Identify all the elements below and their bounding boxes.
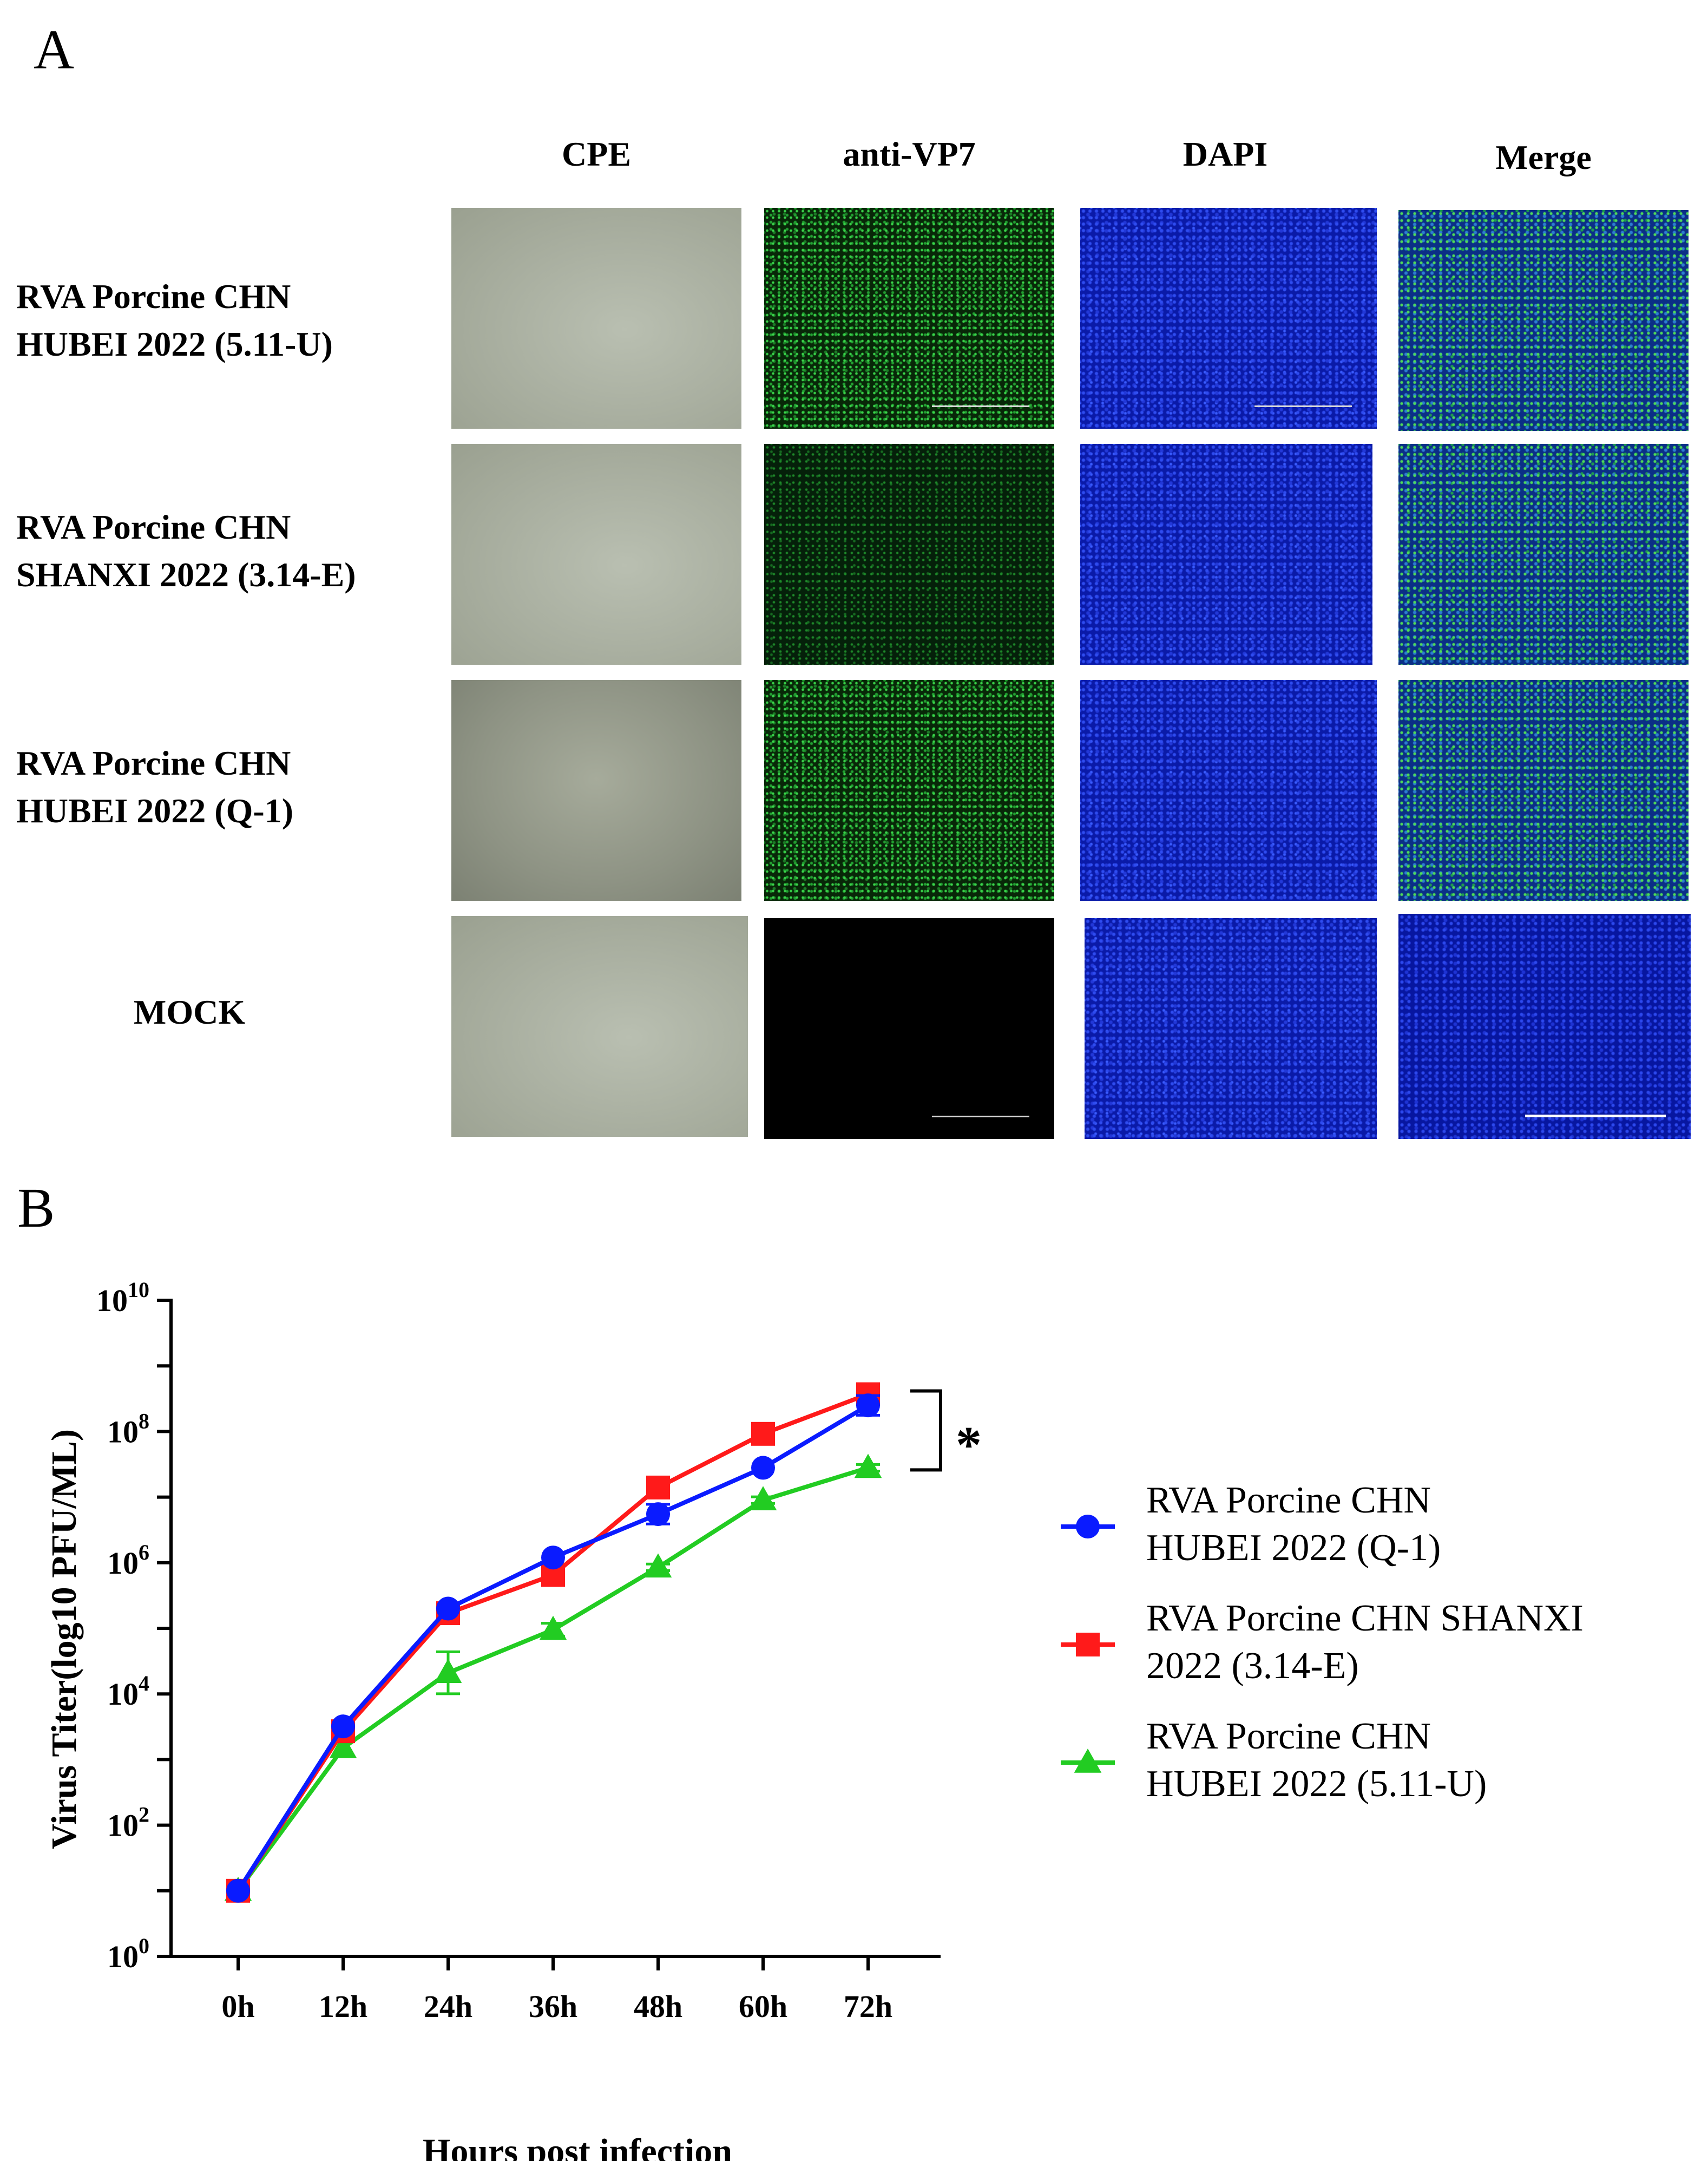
data-point [751,1422,775,1446]
x-axis: 0h 12h 24h 36h 48h 60h 72h Hours post infectio… [169,1955,941,2161]
x-tick-label: 24h [424,1989,472,2024]
data-point [749,1486,777,1510]
column-header-anti-vp7: anti-VP7 [843,135,976,173]
legend-label: HUBEI 2022 (Q-1) [1146,1527,1441,1569]
image-cpe-5-11-u [451,208,741,429]
image-dapi-mock [1085,918,1377,1139]
significance-bracket: * [910,1389,982,1474]
row-label-3-14-e: RVA Porcine CHN SHANXI 2022 (3.14-E) [16,503,438,599]
row-label-line: RVA Porcine CHN [16,508,291,546]
y-tick-label: 106 [107,1540,149,1581]
significance-bracket-line [910,1389,942,1472]
x-tick-label: 0h [221,1989,254,2024]
row-label-line: HUBEI 2022 (Q-1) [16,791,293,830]
legend-label: 2022 (3.14-E) [1146,1645,1359,1687]
row-label-mock: MOCK [16,988,363,1036]
data-point [329,1734,357,1758]
series-line [236,1403,870,1892]
data-point [226,1878,250,1903]
series-line [236,1465,869,1892]
panel-b-label: B [17,1177,55,1239]
column-header-merge: Merge [1495,138,1592,176]
legend-item: RVA Porcine CHN SHANXI 2022 (3.14-E) [1061,1597,1584,1687]
y-axis: 100 102 104 106 108 1010 Virus Titer(log10 PF… [44,1278,173,1974]
row-label-q-1: RVA Porcine CHN HUBEI 2022 (Q-1) [16,739,438,835]
y-tick-label: 1010 [96,1278,149,1318]
growth-curve-chart: 100 102 104 106 108 1010 Virus Titer(log10 PF… [44,1278,1584,2161]
image-anti-vp7-mock [764,918,1054,1139]
data-point [434,1659,462,1683]
image-dapi-3-14-e [1080,444,1372,665]
column-header-cpe: CPE [562,135,631,173]
legend-marker [1076,1515,1100,1538]
series-circle [226,1393,880,1903]
image-anti-vp7-3-14-e [764,444,1054,665]
scale-bar [932,405,1029,407]
row-label-line: MOCK [133,993,246,1031]
legend-item: RVA Porcine CHN HUBEI 2022 (5.11-U) [1061,1715,1487,1805]
x-tick-label: 48h [634,1989,682,2024]
y-tick-label: 104 [107,1671,149,1712]
image-merge-q-1 [1398,680,1689,901]
data-point [331,1714,355,1739]
legend-marker [1074,1749,1102,1773]
data-point [646,1502,670,1527]
y-tick-label: 100 [107,1934,149,1974]
significance-star: * [956,1416,982,1474]
image-cpe-mock [451,916,748,1137]
image-cpe-q-1 [451,680,741,901]
scale-bar [1525,1115,1666,1117]
row-label-line: HUBEI 2022 (5.11-U) [16,325,333,363]
y-axis-title: Virus Titer(log10 PFU/ML) [44,1429,84,1849]
data-point [541,1546,565,1570]
row-label-line: RVA Porcine CHN [16,277,291,316]
legend-label: RVA Porcine CHN SHANXI [1146,1597,1584,1639]
data-point [644,1553,672,1578]
legend-label: RVA Porcine CHN [1146,1479,1431,1521]
row-label-line: SHANXI 2022 (3.14-E) [16,555,356,594]
legend-label: RVA Porcine CHN [1146,1715,1431,1757]
legend-marker [1076,1633,1100,1656]
row-label-5-11-u: RVA Porcine CHN HUBEI 2022 (5.11-U) [16,273,438,368]
image-merge-3-14-e [1398,444,1689,665]
x-tick-label: 72h [844,1989,892,2024]
data-point [856,1393,880,1418]
data-point [436,1596,460,1621]
row-label-line: RVA Porcine CHN [16,744,291,782]
series-triangle [224,1453,882,1901]
x-tick-label: 60h [739,1989,787,2024]
x-ticks: 0h 12h 24h 36h 48h 60h 72h [221,1956,892,2024]
image-cpe-3-14-e [451,444,741,665]
x-tick-label: 36h [529,1989,577,2024]
data-point [854,1453,882,1478]
x-tick-label: 12h [319,1989,367,2024]
data-point [751,1456,775,1480]
image-dapi-5-11-u [1080,208,1377,429]
scale-bar [1254,405,1352,407]
data-point [539,1615,567,1640]
image-dapi-q-1 [1080,680,1377,901]
y-tick-label: 102 [107,1803,149,1843]
legend-label: HUBEI 2022 (5.11-U) [1146,1763,1487,1805]
legend-item: RVA Porcine CHN HUBEI 2022 (Q-1) [1061,1479,1441,1569]
image-merge-mock [1398,914,1691,1139]
scale-bar [932,1116,1029,1117]
y-ticks: 100 102 104 106 108 1010 [96,1278,171,1974]
image-merge-5-11-u [1398,210,1689,431]
series-layer [224,1382,882,1903]
column-header-dapi: DAPI [1183,135,1268,173]
y-tick-label: 108 [107,1409,149,1449]
image-anti-vp7-q-1 [764,680,1054,901]
x-axis-title: Hours post infection [423,2132,732,2161]
data-point [646,1475,670,1499]
series-square [226,1382,880,1903]
panel-a-label: A [34,18,75,81]
image-anti-vp7-5-11-u [764,208,1054,429]
